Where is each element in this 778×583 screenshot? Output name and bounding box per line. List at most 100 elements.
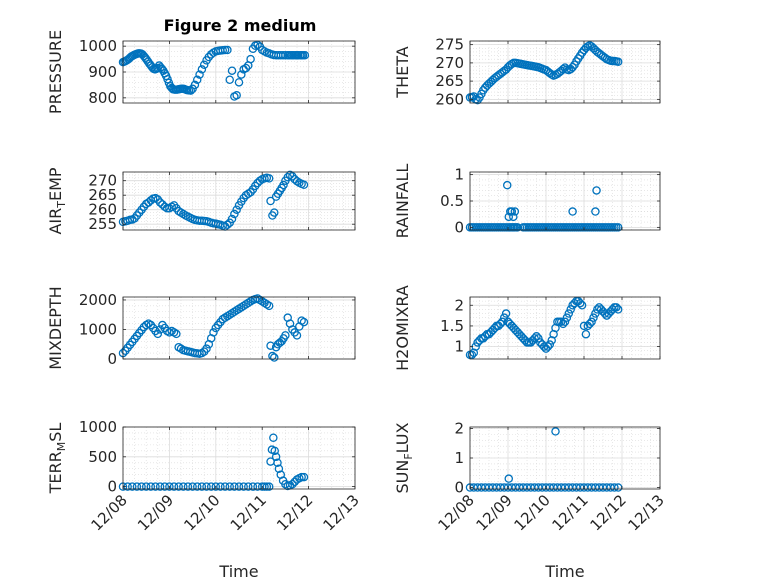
- data-point: [241, 63, 251, 73]
- data-point: [190, 80, 200, 90]
- y-tick-label: 0.5: [440, 192, 464, 210]
- subplot-7: 0 500 1000 TERRMSL 12/08 12/09 12/10 12/11 12/12…: [46, 418, 363, 581]
- data-point: [230, 209, 239, 219]
- data-point: [230, 482, 239, 491]
- data-point: [227, 214, 237, 224]
- y-tick-label: 265: [88, 186, 117, 204]
- data-point: [188, 482, 197, 491]
- data-point: [153, 329, 163, 339]
- data-point: [165, 482, 174, 491]
- y-tick-label: 270: [435, 54, 464, 72]
- data-point: [577, 301, 587, 310]
- x-tick-label: 12/12: [273, 491, 316, 534]
- data-point: [264, 174, 274, 183]
- data-point: [299, 317, 309, 327]
- data-point: [157, 64, 167, 74]
- x-tick-label: 12/09: [473, 491, 516, 534]
- data-point: [192, 75, 202, 85]
- y-axis-label: TERRMSL: [46, 423, 68, 495]
- data-point: [575, 298, 585, 308]
- y-axis-label: PRESSURE: [46, 30, 65, 114]
- y-tick-label: 0: [454, 479, 464, 497]
- x-tick-label: 12/13: [320, 491, 363, 534]
- data-point: [264, 301, 274, 311]
- subplot-6: 1 1.5 2 H2OMIXRA: [393, 285, 661, 371]
- subplot-5: 0 1000 2000 MIXDEPTH: [46, 286, 356, 370]
- data-point: [498, 317, 507, 327]
- data-point: [545, 340, 555, 349]
- data-point: [591, 309, 600, 318]
- data-point: [128, 482, 137, 491]
- data-point: [299, 180, 309, 190]
- data-point: [227, 66, 237, 75]
- y-axis-label: MIXDEPTH: [46, 286, 65, 369]
- y-axis-label: AIRTEMP: [46, 167, 68, 234]
- data-point: [278, 50, 288, 60]
- y-tick-label: 265: [435, 72, 464, 90]
- axes-box: [122, 426, 356, 490]
- x-tick-label: 12/10: [180, 491, 223, 534]
- x-tick-label: 12/11: [227, 491, 270, 534]
- subplot-8: 0 1 2 SUNFLUX 12/0812/0912/1012/1112/1212/13…: [393, 419, 668, 581]
- axes-box: [469, 296, 661, 360]
- y-tick-label: 255: [88, 215, 117, 233]
- data-point: [270, 208, 279, 217]
- y-tick-label: 1: [454, 449, 464, 467]
- data-point: [197, 482, 207, 491]
- data-point: [264, 482, 274, 491]
- series-markers: [118, 433, 309, 491]
- series-markers: [465, 296, 623, 360]
- data-point: [587, 317, 596, 327]
- data-point: [186, 86, 195, 95]
- data-point: [496, 319, 505, 329]
- x-tick-label: 12/12: [587, 491, 630, 534]
- y-axis-label: THETA: [393, 46, 412, 98]
- series-markers: [118, 294, 309, 362]
- data-point: [564, 309, 574, 318]
- data-point: [197, 65, 207, 74]
- data-point: [234, 482, 244, 491]
- series-markers: [465, 427, 623, 492]
- data-point: [202, 344, 211, 353]
- y-tick-label: 800: [88, 89, 117, 107]
- x-axis-label: Time: [218, 562, 258, 581]
- data-point: [507, 207, 517, 216]
- data-point: [266, 196, 275, 206]
- y-axis-label: SUNFLUX: [393, 422, 415, 493]
- data-point: [204, 52, 214, 62]
- data-point: [592, 186, 601, 195]
- y-tick-label: 275: [435, 36, 464, 54]
- data-point: [271, 452, 281, 462]
- data-point: [169, 482, 179, 491]
- data-point: [510, 207, 520, 216]
- y-tick-label: 1: [454, 166, 464, 184]
- data-point: [260, 482, 269, 491]
- data-point: [543, 342, 553, 351]
- axes-box: [122, 296, 356, 360]
- data-point: [244, 482, 253, 491]
- x-tick-label: 12/09: [134, 491, 177, 534]
- data-point: [568, 63, 577, 72]
- data-point: [581, 329, 591, 339]
- y-tick-label: 2: [454, 419, 464, 437]
- series-markers: [465, 41, 623, 105]
- y-tick-label: 2000: [79, 291, 117, 309]
- data-point: [248, 482, 258, 491]
- data-point: [556, 317, 566, 327]
- data-point: [162, 203, 172, 213]
- data-point: [246, 54, 255, 64]
- data-point: [585, 319, 594, 329]
- y-tick-label: 0: [107, 478, 117, 496]
- x-tick-label: 12/13: [625, 491, 668, 534]
- data-point: [551, 427, 560, 436]
- data-point: [199, 60, 209, 70]
- data-point: [292, 331, 302, 340]
- data-point: [566, 305, 575, 314]
- data-point: [299, 472, 309, 482]
- data-point: [223, 220, 232, 230]
- data-point: [613, 305, 623, 314]
- data-point: [220, 482, 230, 491]
- data-point: [300, 50, 310, 60]
